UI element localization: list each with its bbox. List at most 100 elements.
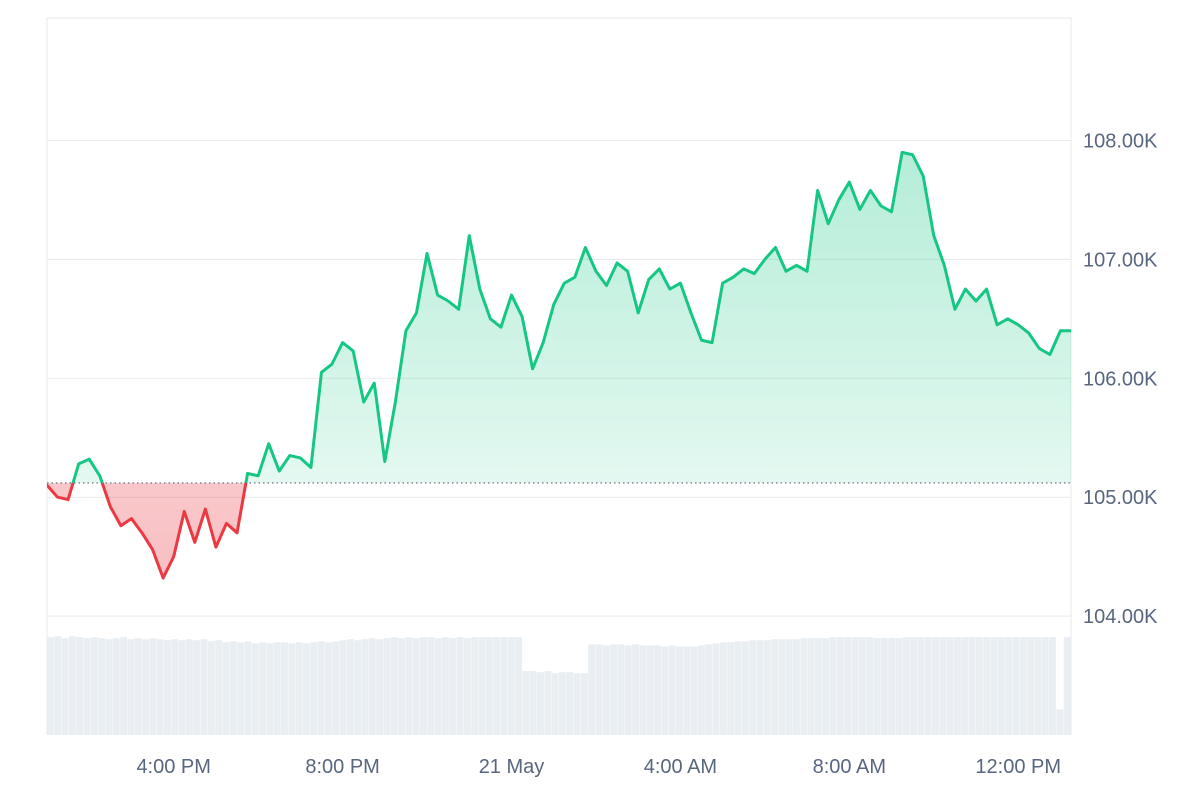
volume-bar — [281, 642, 288, 735]
volume-bar — [383, 638, 391, 735]
price-point — [436, 293, 440, 297]
y-tick-label: 105.00K — [1083, 487, 1158, 509]
price-point — [541, 341, 545, 345]
price-point — [731, 275, 735, 279]
volume-bar — [771, 639, 779, 735]
price-point — [700, 338, 704, 342]
y-tick-label: 108.00K — [1083, 130, 1158, 152]
price-point — [520, 314, 524, 318]
volume-bar — [975, 637, 983, 735]
price-point — [66, 498, 70, 502]
price-point — [203, 507, 207, 511]
x-tick-label: 8:00 PM — [305, 756, 379, 778]
price-point — [1037, 347, 1041, 351]
volume-bar — [244, 641, 252, 735]
volume-bar — [303, 643, 310, 735]
volume-bar — [61, 638, 69, 735]
price-point — [393, 400, 397, 404]
price-point — [847, 180, 851, 184]
volume-bar — [997, 637, 1005, 735]
price-point — [298, 456, 302, 460]
volume-bar — [463, 638, 471, 735]
price-point — [45, 483, 49, 487]
volume-bar — [990, 637, 998, 735]
volume-bar — [434, 638, 442, 735]
price-point — [710, 341, 714, 345]
price-point — [552, 303, 556, 307]
price-point — [446, 299, 450, 303]
price-point — [372, 381, 376, 385]
price-line[interactable] — [47, 150, 1071, 580]
price-point — [478, 287, 482, 291]
volume-bars — [47, 636, 1071, 735]
volume-bar — [661, 646, 669, 735]
price-point — [805, 269, 809, 273]
volume-bar — [259, 642, 267, 735]
price-point — [995, 323, 999, 327]
price-point — [721, 281, 725, 285]
price-point — [795, 263, 799, 267]
volume-bar — [390, 637, 398, 735]
price-point — [742, 267, 746, 271]
volume-bar — [573, 673, 581, 735]
volume-bar — [522, 671, 530, 735]
price-point — [1006, 317, 1010, 321]
volume-bar — [858, 637, 866, 735]
x-tick-label: 12:00 PM — [975, 756, 1061, 778]
volume-bar — [712, 643, 720, 735]
price-point — [1048, 353, 1052, 357]
volume-bar — [610, 644, 618, 735]
volume-bar — [559, 672, 566, 735]
volume-bar — [105, 639, 113, 735]
price-point — [531, 367, 535, 371]
price-line-down[interactable] — [47, 152, 1071, 580]
price-point — [879, 204, 883, 208]
volume-bar — [888, 638, 896, 735]
price-point — [404, 329, 408, 333]
volume-bar — [1063, 637, 1071, 735]
y-tick-label: 104.00K — [1083, 606, 1158, 628]
volume-bar — [983, 637, 991, 735]
price-point — [467, 234, 471, 238]
volume-bar — [90, 637, 98, 735]
price-point — [98, 474, 102, 478]
volume-bar — [690, 646, 698, 735]
volume-bar — [968, 637, 976, 735]
volume-bar — [251, 643, 259, 735]
volume-bar — [756, 640, 764, 735]
volume-bar — [324, 642, 332, 735]
y-tick-label: 107.00K — [1083, 249, 1158, 271]
volume-bar — [76, 637, 84, 735]
volume-bar — [734, 641, 742, 735]
volume-bar — [273, 642, 281, 735]
volume-bar — [705, 644, 713, 735]
price-point — [1069, 329, 1073, 333]
price-point — [773, 245, 777, 249]
volume-bar — [836, 637, 844, 735]
price-point — [509, 293, 513, 297]
volume-bar — [295, 642, 303, 735]
volume-bar — [412, 638, 420, 735]
price-point — [235, 531, 239, 535]
volume-bar — [507, 637, 515, 735]
volume-bar — [566, 672, 574, 735]
volume-bar — [1012, 637, 1020, 735]
price-point — [594, 269, 598, 273]
volume-bar — [727, 642, 735, 735]
volume-bar — [1056, 709, 1064, 735]
volume-bar — [164, 640, 171, 735]
volume-bar — [500, 637, 508, 735]
price-point — [890, 210, 894, 214]
volume-bar — [1019, 637, 1027, 735]
price-point — [963, 287, 967, 291]
price-point — [868, 188, 872, 192]
volume-bar — [697, 645, 705, 735]
price-point — [77, 462, 81, 466]
price-point — [87, 457, 91, 461]
price-line-up[interactable] — [47, 150, 1071, 578]
x-tick-label: 4:00 AM — [644, 756, 717, 778]
volume-bar — [193, 640, 201, 735]
volume-bar — [741, 641, 749, 735]
